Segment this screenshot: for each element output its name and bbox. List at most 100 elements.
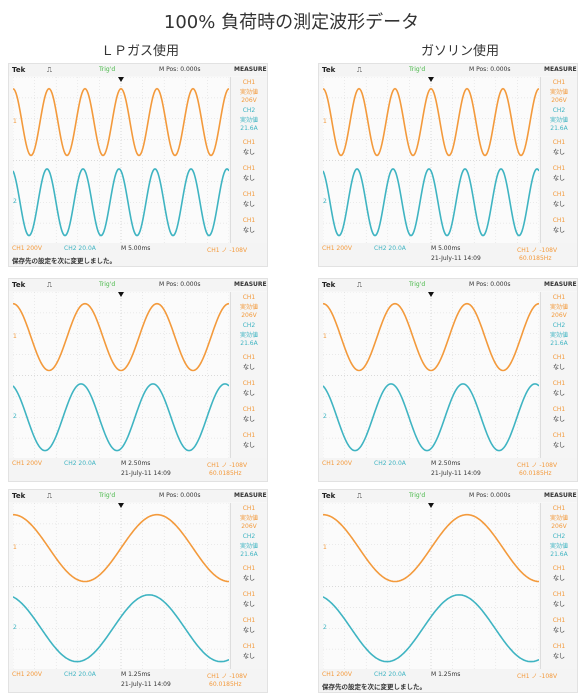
measure-slot-5-value[interactable]: なし xyxy=(552,416,565,423)
timebase: M 5.00ms xyxy=(431,245,461,252)
ch1-measure-type[interactable]: 実効値 xyxy=(549,89,568,96)
measure-slot-3-label[interactable]: CH1 xyxy=(242,354,256,361)
ch1-ground-marker: 1 xyxy=(323,333,327,341)
ch1-label[interactable]: CH1 xyxy=(242,294,256,301)
ch2-label[interactable]: CH2 xyxy=(552,107,566,114)
measure-slot-6-label[interactable]: CH1 xyxy=(242,217,256,224)
ch1-measure-type[interactable]: 実効値 xyxy=(549,304,568,311)
ch2-scale: CH2 20.0A xyxy=(374,245,406,252)
ch1-measure-type[interactable]: 実効値 xyxy=(239,89,258,96)
ch2-label[interactable]: CH2 xyxy=(242,322,256,329)
measure-slot-3-value[interactable]: なし xyxy=(552,575,565,582)
measure-slot-5-label[interactable]: CH1 xyxy=(242,191,256,198)
measure-slot-4-value[interactable]: なし xyxy=(242,601,255,608)
ch2-current-waveform xyxy=(323,594,539,663)
measure-slot-6-value[interactable]: なし xyxy=(242,653,255,660)
ch1-rms-value[interactable]: 206V xyxy=(241,523,257,530)
measure-slot-4-value[interactable]: なし xyxy=(242,175,255,182)
measure-slot-6-value[interactable]: なし xyxy=(552,653,565,660)
ch2-measure-type[interactable]: 実効値 xyxy=(239,117,258,124)
measure-slot-6-label[interactable]: CH1 xyxy=(552,432,566,439)
frequency: 60.0185Hz xyxy=(519,255,552,262)
menu-title: MEASURE xyxy=(544,66,577,73)
ch2-measure-type[interactable]: 実効値 xyxy=(549,543,568,550)
scope-status-bar: Tek ⎍ Trig'd M Pos: 0.000s MEASURE xyxy=(319,64,577,76)
ch1-ground-marker: 1 xyxy=(13,333,17,341)
scope-settings-bar: CH1 200V CH2 20.0A M 5.00ms CH1 ノ -108V 21-J… xyxy=(319,243,577,266)
ch2-label[interactable]: CH2 xyxy=(242,107,256,114)
ch2-measure-type[interactable]: 実効値 xyxy=(239,332,258,339)
measure-slot-4-label[interactable]: CH1 xyxy=(242,591,256,598)
measure-slot-6-label[interactable]: CH1 xyxy=(242,432,256,439)
ch1-rms-value[interactable]: 206V xyxy=(551,312,567,319)
measure-slot-3-label[interactable]: CH1 xyxy=(242,139,256,146)
measure-slot-6-value[interactable]: なし xyxy=(552,227,565,234)
ch1-rms-value[interactable]: 206V xyxy=(551,97,567,104)
ch1-label[interactable]: CH1 xyxy=(552,79,566,86)
ch2-rms-value[interactable]: 21.6A xyxy=(240,551,258,558)
measure-slot-5-value[interactable]: なし xyxy=(552,201,565,208)
measure-slot-4-label[interactable]: CH1 xyxy=(552,380,566,387)
ch2-rms-value[interactable]: 21.6A xyxy=(550,340,568,347)
measure-slot-3-value[interactable]: なし xyxy=(552,364,565,371)
measure-slot-5-label[interactable]: CH1 xyxy=(552,191,566,198)
measure-slot-5-label[interactable]: CH1 xyxy=(242,406,256,413)
ch2-label[interactable]: CH2 xyxy=(552,533,566,540)
trigger-info: CH1 ノ -108V xyxy=(517,462,558,469)
measure-slot-6-label[interactable]: CH1 xyxy=(552,217,566,224)
ch1-rms-value[interactable]: 206V xyxy=(241,312,257,319)
ch1-label[interactable]: CH1 xyxy=(552,505,566,512)
ch1-label[interactable]: CH1 xyxy=(552,294,566,301)
measure-slot-5-value[interactable]: なし xyxy=(242,627,255,634)
measure-slot-3-label[interactable]: CH1 xyxy=(552,354,566,361)
measure-slot-6-label[interactable]: CH1 xyxy=(552,643,566,650)
ch1-rms-value[interactable]: 206V xyxy=(241,97,257,104)
measure-slot-3-value[interactable]: なし xyxy=(242,575,255,582)
ch1-label[interactable]: CH1 xyxy=(242,79,256,86)
measure-slot-5-value[interactable]: なし xyxy=(242,201,255,208)
measure-slot-4-label[interactable]: CH1 xyxy=(242,165,256,172)
measure-slot-5-label[interactable]: CH1 xyxy=(242,617,256,624)
measure-slot-6-value[interactable]: なし xyxy=(242,227,255,234)
ch2-rms-value[interactable]: 21.6A xyxy=(550,125,568,132)
measure-slot-5-label[interactable]: CH1 xyxy=(552,617,566,624)
ch2-label[interactable]: CH2 xyxy=(242,533,256,540)
ch2-measure-type[interactable]: 実効値 xyxy=(239,543,258,550)
measure-slot-3-value[interactable]: なし xyxy=(552,149,565,156)
measure-slot-5-value[interactable]: なし xyxy=(242,416,255,423)
ch1-measure-type[interactable]: 実効値 xyxy=(239,515,258,522)
trigger-type-icon: ⎍ xyxy=(47,492,52,500)
measure-slot-4-label[interactable]: CH1 xyxy=(552,165,566,172)
ch2-rms-value[interactable]: 21.6A xyxy=(550,551,568,558)
measure-slot-5-value[interactable]: なし xyxy=(552,627,565,634)
measure-slot-3-label[interactable]: CH1 xyxy=(552,565,566,572)
measure-slot-6-label[interactable]: CH1 xyxy=(242,643,256,650)
ch2-rms-value[interactable]: 21.6A xyxy=(240,125,258,132)
ch2-scale: CH2 20.0A xyxy=(374,671,406,678)
measure-slot-4-value[interactable]: なし xyxy=(242,390,255,397)
measure-slot-5-label[interactable]: CH1 xyxy=(552,406,566,413)
ch1-measure-type[interactable]: 実効値 xyxy=(549,515,568,522)
measure-slot-4-value[interactable]: なし xyxy=(552,390,565,397)
measure-slot-3-label[interactable]: CH1 xyxy=(552,139,566,146)
ch1-measure-type[interactable]: 実効値 xyxy=(239,304,258,311)
measure-slot-4-label[interactable]: CH1 xyxy=(242,380,256,387)
measure-slot-6-value[interactable]: なし xyxy=(552,442,565,449)
ch2-rms-value[interactable]: 21.6A xyxy=(240,340,258,347)
measure-slot-3-value[interactable]: なし xyxy=(242,149,255,156)
measure-slot-4-value[interactable]: なし xyxy=(552,601,565,608)
measure-slot-6-value[interactable]: なし xyxy=(242,442,255,449)
measure-slot-4-label[interactable]: CH1 xyxy=(552,591,566,598)
ch2-label[interactable]: CH2 xyxy=(552,322,566,329)
ch2-measure-type[interactable]: 実効値 xyxy=(549,117,568,124)
timebase: M 2.50ms xyxy=(431,460,461,467)
measure-slot-4-value[interactable]: なし xyxy=(552,175,565,182)
measure-slot-3-value[interactable]: なし xyxy=(242,364,255,371)
ch2-measure-type[interactable]: 実効値 xyxy=(549,332,568,339)
ch1-label[interactable]: CH1 xyxy=(242,505,256,512)
waveform-svg xyxy=(323,292,539,459)
menu-title: MEASURE xyxy=(544,281,577,288)
measure-slot-3-label[interactable]: CH1 xyxy=(242,565,256,572)
ch1-rms-value[interactable]: 206V xyxy=(551,523,567,530)
